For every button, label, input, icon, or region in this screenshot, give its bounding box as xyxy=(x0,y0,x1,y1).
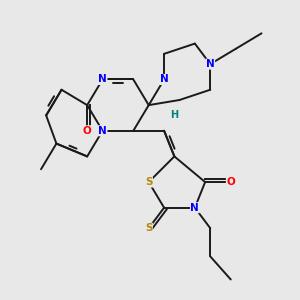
Text: O: O xyxy=(226,177,235,187)
Text: O: O xyxy=(83,126,92,136)
Text: S: S xyxy=(145,223,152,233)
Text: N: N xyxy=(160,74,169,85)
Text: N: N xyxy=(190,203,199,213)
Text: N: N xyxy=(98,126,107,136)
Text: S: S xyxy=(145,177,152,187)
Text: N: N xyxy=(98,74,107,85)
Text: H: H xyxy=(170,110,178,120)
Text: N: N xyxy=(206,59,214,69)
